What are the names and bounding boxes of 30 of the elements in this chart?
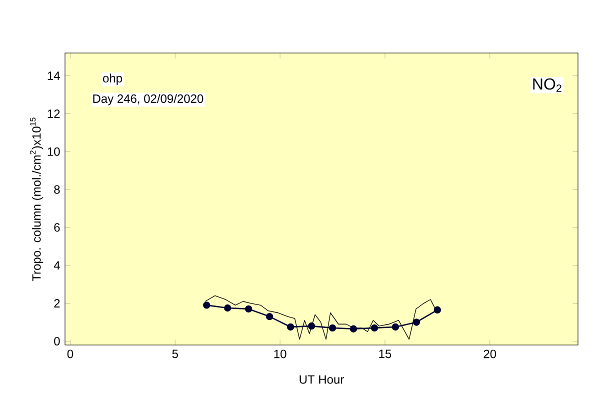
y-tick-label: 4	[54, 261, 60, 270]
point	[412, 318, 420, 326]
point	[328, 324, 336, 332]
point	[203, 302, 210, 309]
y-tick-label: 14	[48, 72, 60, 80]
x-tick-label: 20	[484, 350, 496, 358]
y-axis-title: Tropo. column (mol./cm$^{2}$)x10$^{15}$	[30, 118, 44, 282]
x-axis-title: UT Hour	[300, 375, 344, 384]
point	[286, 323, 294, 331]
annotation: ohp	[103, 74, 122, 85]
point	[244, 305, 252, 313]
y-tick-label: 12	[48, 109, 60, 118]
point	[266, 312, 274, 320]
y-tick-label: 2	[54, 299, 60, 308]
point	[370, 324, 378, 332]
x-tick-label: 5	[172, 350, 178, 358]
y-tick-label: 10	[48, 147, 60, 156]
x-tick-label: 15	[379, 350, 392, 358]
point	[308, 322, 316, 330]
y-tick-label: 0	[54, 336, 60, 346]
point	[434, 306, 442, 314]
x-tick-label: 10	[274, 350, 286, 358]
x-tick-label: 0	[67, 350, 74, 358]
annotation: Day 246, 02/09/2020	[93, 94, 204, 106]
point	[350, 325, 358, 332]
point	[392, 323, 400, 331]
y-tick-label: 8	[54, 185, 60, 194]
point	[224, 304, 232, 312]
annotation: NO$_{2}$	[533, 78, 562, 92]
y-tick-label: 6	[54, 223, 60, 232]
